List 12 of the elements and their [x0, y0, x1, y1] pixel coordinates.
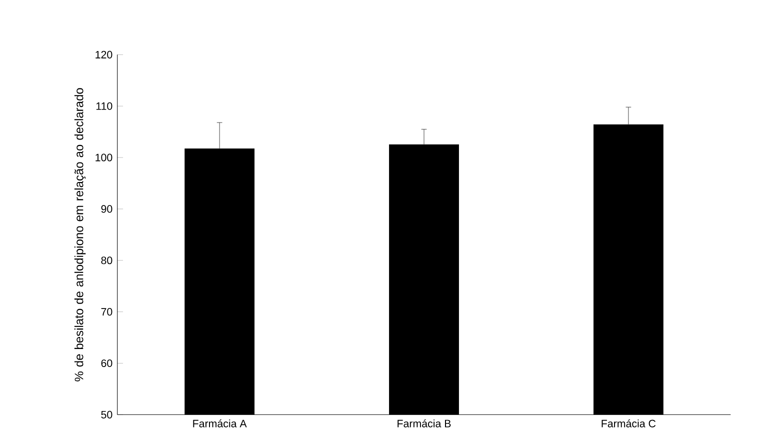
x-tick-label: Farmácia A: [193, 419, 247, 428]
y-tick-label: 100: [96, 154, 112, 162]
x-tick-label: Farmácia C: [602, 419, 656, 428]
y-tick-label: 110: [96, 102, 112, 110]
y-tick-label: 60: [101, 359, 112, 368]
y-tick-label: 90: [101, 205, 112, 213]
y-axis-title: % de besilato de anlodipiono em relação ao declarado: [74, 88, 86, 382]
y-tick-label: 70: [101, 308, 112, 316]
y-tick-label: 50: [101, 410, 112, 418]
x-tick-label: Farmácia B: [398, 419, 451, 428]
y-tick-label: 80: [101, 256, 112, 264]
y-tick-label: 120: [96, 50, 112, 58]
